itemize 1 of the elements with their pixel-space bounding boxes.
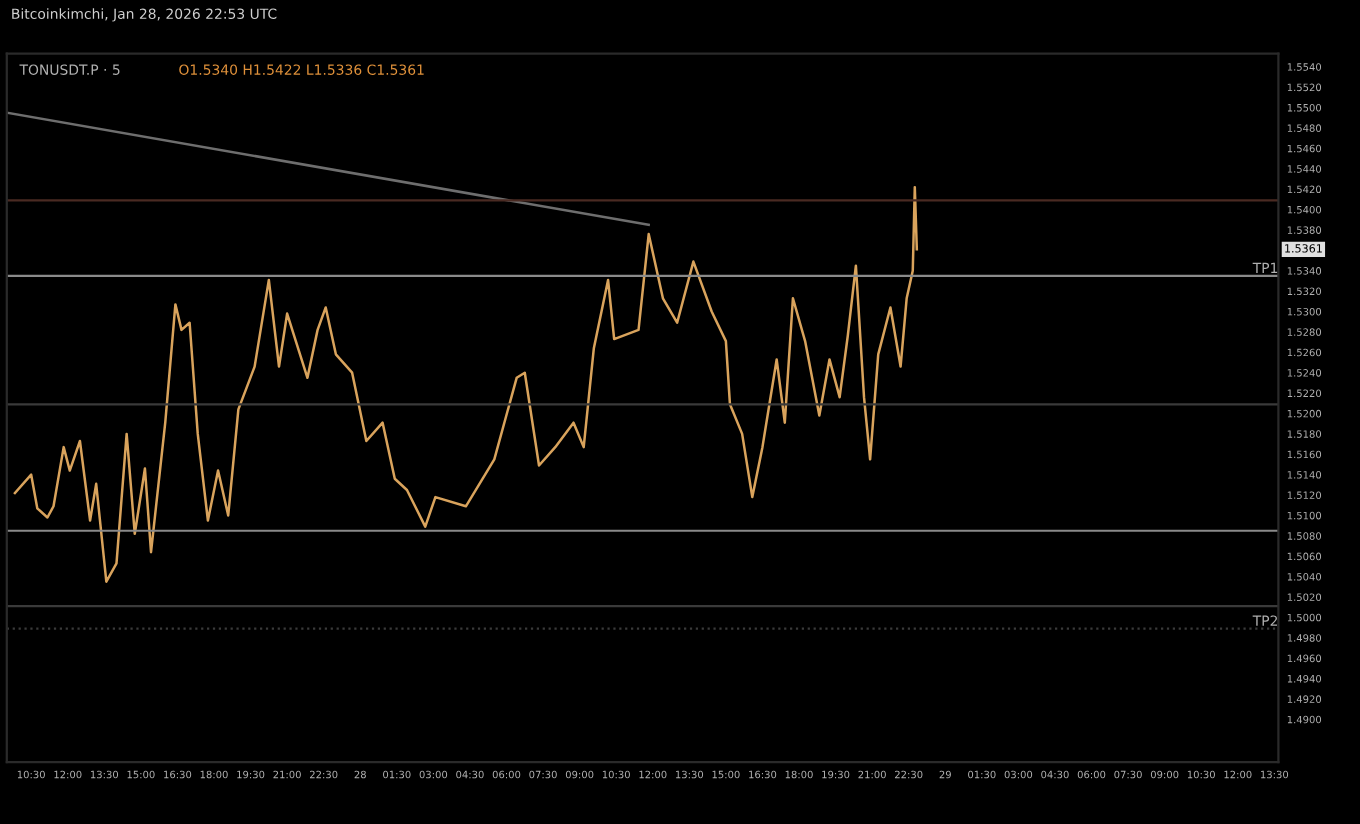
line-series [13,185,919,583]
